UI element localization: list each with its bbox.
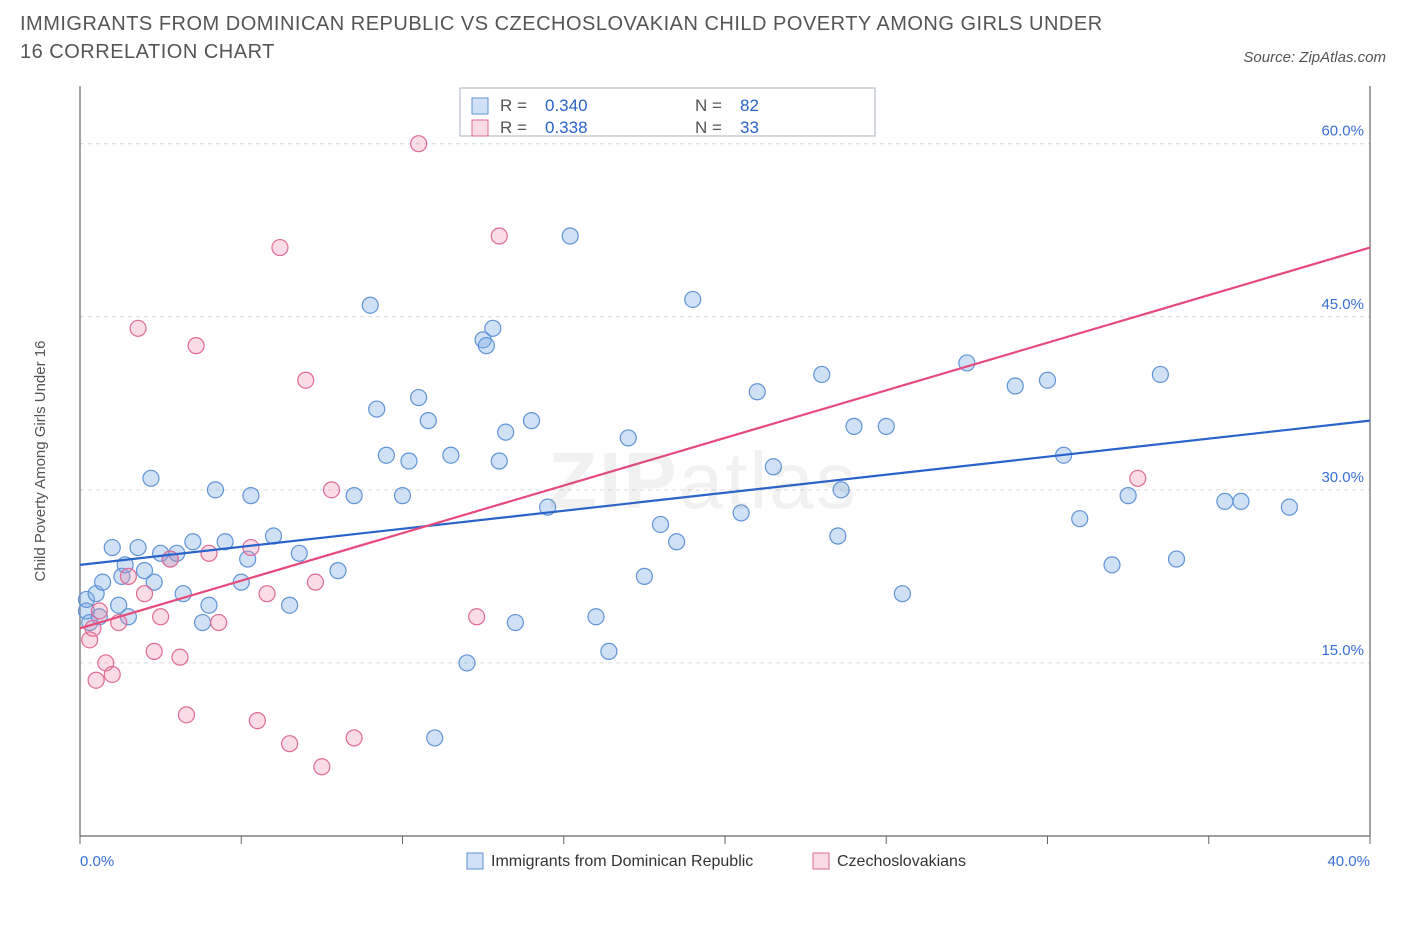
svg-text:0.0%: 0.0% bbox=[80, 853, 114, 870]
svg-text:N =: N = bbox=[695, 118, 722, 137]
svg-text:82: 82 bbox=[740, 96, 759, 115]
correlation-scatter-chart: 15.0% 30.0% 45.0% 60.0% 0.0% 40.0% Child Pover… bbox=[20, 76, 1386, 886]
source-label: Source: ZipAtlas.com bbox=[1243, 49, 1386, 66]
svg-text:R =: R = bbox=[500, 118, 527, 137]
svg-text:Immigrants from Dominican Repu: Immigrants from Dominican Republic bbox=[491, 853, 753, 870]
svg-text:N =: N = bbox=[695, 96, 722, 115]
svg-text:60.0%: 60.0% bbox=[1321, 123, 1364, 140]
svg-text:40.0%: 40.0% bbox=[1327, 853, 1370, 870]
svg-text:33: 33 bbox=[740, 118, 759, 137]
chart-title: IMMIGRANTS FROM DOMINICAN REPUBLIC VS CZ… bbox=[20, 10, 1120, 66]
svg-text:Child Poverty Among Girls Unde: Child Poverty Among Girls Under 16 bbox=[32, 341, 49, 582]
svg-text:30.0%: 30.0% bbox=[1321, 469, 1364, 486]
svg-text:0.338: 0.338 bbox=[545, 118, 588, 137]
svg-text:Czechoslovakians: Czechoslovakians bbox=[837, 853, 966, 870]
chart-container: 15.0% 30.0% 45.0% 60.0% 0.0% 40.0% Child Pover… bbox=[20, 76, 1386, 886]
svg-text:R =: R = bbox=[500, 96, 527, 115]
svg-text:45.0%: 45.0% bbox=[1321, 296, 1364, 313]
svg-text:15.0%: 15.0% bbox=[1321, 642, 1364, 659]
svg-text:0.340: 0.340 bbox=[545, 96, 588, 115]
